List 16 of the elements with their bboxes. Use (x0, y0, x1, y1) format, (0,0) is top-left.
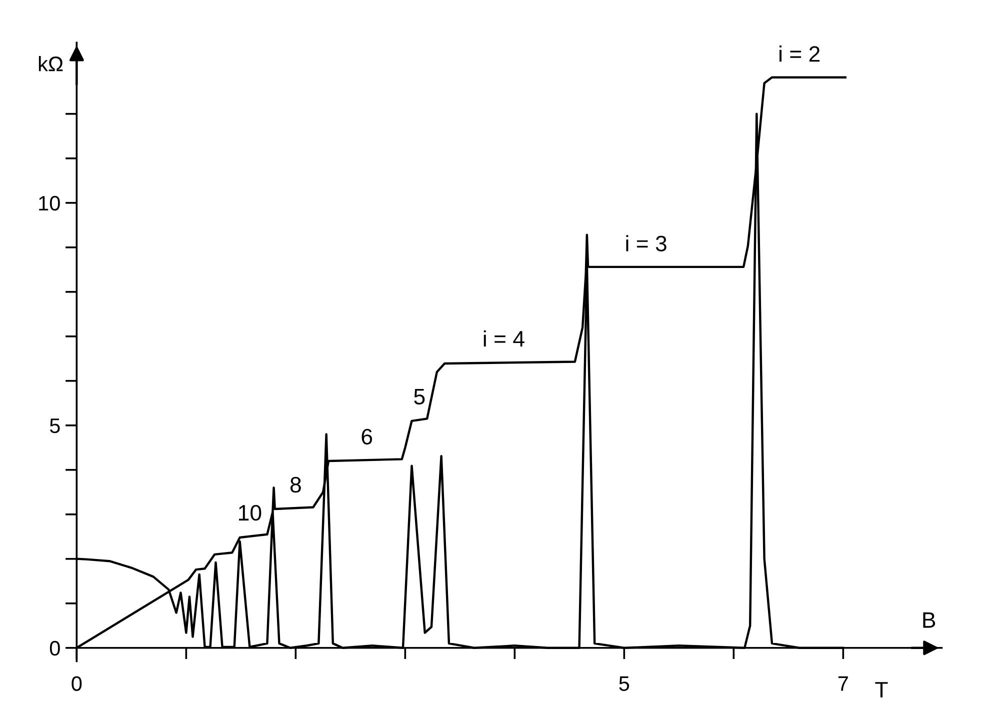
y-tick-label: 0 (50, 640, 60, 656)
x-tick-label: 7 (838, 676, 848, 691)
y-axis-title: kΩ (38, 56, 63, 72)
text: T (875, 682, 888, 698)
x-tick-label: 0 (72, 676, 82, 691)
annotation: i = 3 (626, 235, 666, 252)
annotation: 5 (414, 389, 425, 405)
y-tick-label: 5 (50, 418, 60, 434)
annotation: 10 (239, 504, 262, 521)
annotation: i = 4 (484, 330, 524, 346)
annotation: 8 (290, 476, 301, 493)
annotation: i = 2 (780, 46, 820, 62)
annotation: 6 (362, 428, 372, 445)
x-tick-label: 5 (619, 676, 630, 691)
y-tick-label: 10 (39, 196, 60, 211)
x-axis-title: B (923, 612, 936, 628)
